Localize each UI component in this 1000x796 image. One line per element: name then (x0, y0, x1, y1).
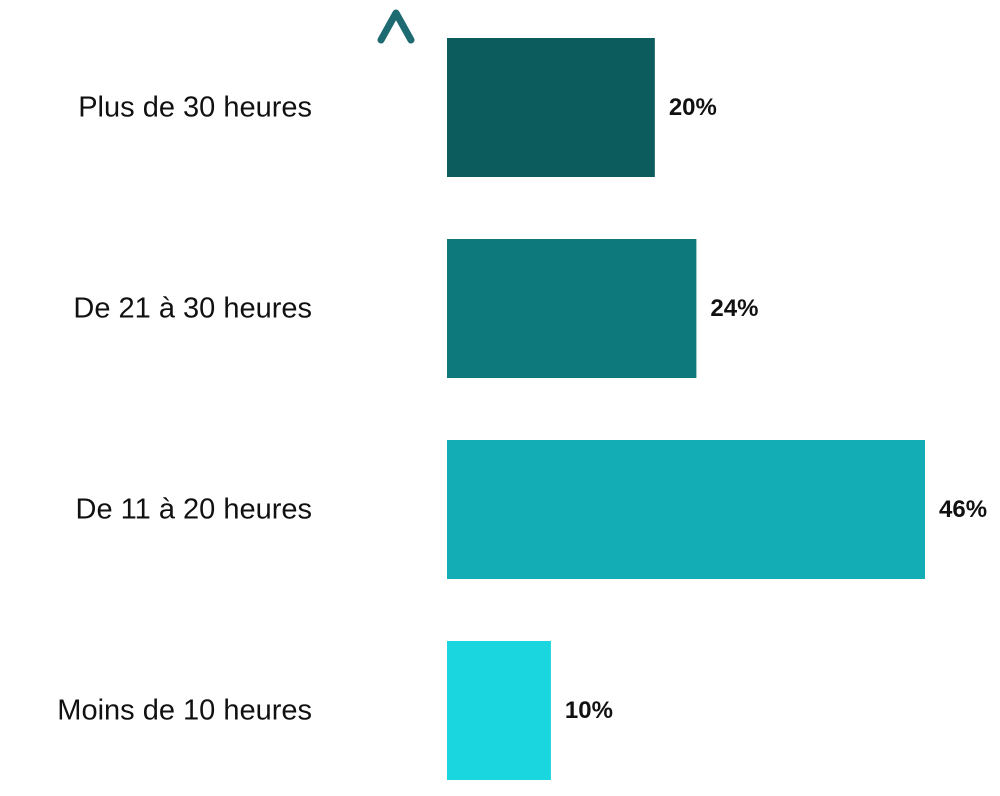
value-label-plus-de-30-heures: 20% (669, 94, 717, 121)
category-label-plus-de-30-heures: Plus de 30 heures (78, 92, 312, 124)
axis-arrow-head (377, 9, 415, 44)
value-labels: 20% 24% 46% 10% (565, 94, 987, 724)
value-label-moins-de-10-heures: 10% (565, 697, 613, 724)
category-label-de-11-a-20-heures: De 11 à 20 heures (76, 494, 312, 526)
value-label-de-21-a-30-heures: 24% (710, 295, 758, 322)
bar-plus-de-30-heures (447, 38, 655, 177)
bar-de-21-a-30-heures (447, 239, 697, 378)
category-label-moins-de-10-heures: Moins de 10 heures (57, 695, 312, 727)
category-label-de-21-a-30-heures: De 21 à 30 heures (73, 293, 312, 325)
category-labels: Plus de 30 heures De 21 à 30 heures De 11 … (57, 92, 312, 727)
value-label-de-11-a-20-heures: 46% (939, 496, 987, 523)
axis-arrow (377, 9, 415, 790)
bars-layer (447, 38, 925, 780)
bar-moins-de-10-heures (447, 641, 551, 780)
bar-de-11-a-20-heures (447, 440, 925, 579)
